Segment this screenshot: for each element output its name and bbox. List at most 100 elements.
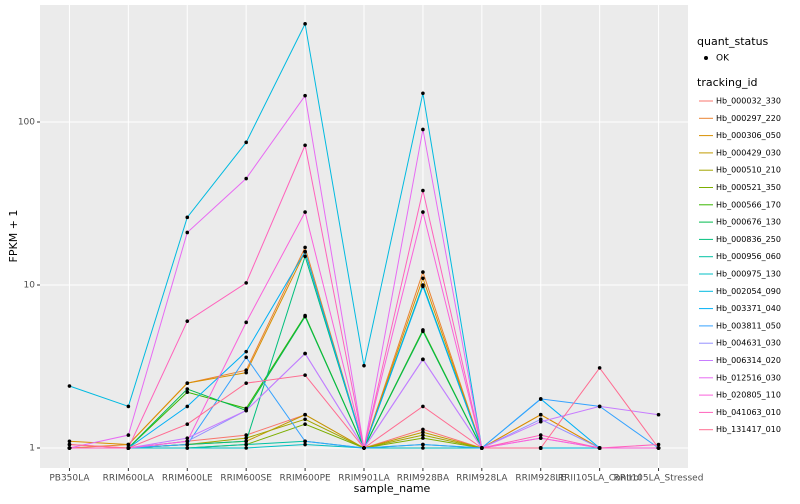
data-point (185, 404, 190, 409)
x-tick-label: RRIM928LA (456, 474, 508, 484)
data-point (185, 390, 190, 394)
data-point (185, 442, 190, 447)
data-point (126, 442, 131, 447)
data-point (303, 314, 307, 319)
data-point (244, 436, 248, 440)
data-point (185, 387, 190, 391)
data-point (538, 433, 543, 437)
data-point (656, 412, 661, 417)
data-point (244, 442, 248, 447)
data-point (244, 355, 248, 360)
data-point (303, 254, 307, 259)
data-point (597, 446, 602, 450)
data-point (244, 281, 248, 285)
data-point (244, 433, 248, 437)
legend-label: Hb_131417_010 (716, 425, 781, 434)
x-axis-title: sample_name (354, 482, 431, 495)
data-point (421, 329, 425, 334)
legend-title: tracking_id (697, 76, 758, 89)
data-point (303, 417, 307, 422)
data-point (421, 427, 425, 432)
data-point (421, 91, 425, 96)
data-point (303, 245, 307, 250)
data-point (185, 230, 190, 235)
data-point (303, 373, 307, 377)
legend-label: Hb_003371_040 (716, 304, 781, 313)
y-tick-label: 100 (18, 117, 35, 127)
legend-label: Hb_000836_250 (716, 235, 781, 244)
x-tick-label: RRII105LA_Stressed (614, 474, 704, 484)
data-point (421, 270, 425, 274)
legend-point (704, 56, 708, 60)
x-tick-label: RRIM600PE (279, 474, 331, 484)
data-point (244, 140, 248, 145)
data-point (303, 93, 307, 98)
legend-label: Hb_041063_010 (716, 408, 781, 417)
data-point (185, 439, 190, 444)
data-point (185, 436, 190, 440)
x-tick-label: RRIM928LE (515, 474, 566, 484)
legend-label: Hb_000032_330 (716, 97, 781, 106)
legend-label: OK (716, 54, 730, 64)
legend-label: Hb_004631_030 (716, 339, 781, 348)
legend-label: Hb_006314_020 (716, 356, 781, 365)
legend-label: Hb_000297_220 (716, 114, 781, 123)
legend-label: Hb_003811_050 (716, 321, 781, 330)
data-point (421, 442, 425, 447)
data-point (421, 276, 425, 281)
data-point (480, 446, 484, 450)
data-point (303, 249, 307, 254)
x-tick-label: RRIM600LE (162, 474, 213, 484)
data-point (597, 366, 602, 370)
data-point (244, 381, 248, 385)
data-point (303, 439, 307, 444)
y-tick-label: 10 (24, 280, 36, 290)
data-point (538, 397, 543, 401)
data-point (126, 404, 131, 409)
data-point (303, 22, 307, 26)
legend-label: Hb_000306_050 (716, 131, 781, 140)
legend-label: Hb_000975_130 (716, 270, 781, 279)
legend-label: Hb_002054_090 (716, 287, 781, 296)
data-point (126, 446, 131, 450)
data-point (244, 446, 248, 450)
legend-label: Hb_000566_170 (716, 200, 781, 209)
data-point (421, 404, 425, 409)
data-point (185, 215, 190, 220)
legend-label: Hb_000676_130 (716, 218, 781, 227)
data-point (303, 210, 307, 214)
x-tick-label: RRIM928BA (397, 474, 450, 484)
data-point (421, 433, 425, 437)
data-point (244, 439, 248, 444)
data-point (538, 436, 543, 440)
data-point (303, 442, 307, 447)
data-point (421, 210, 425, 214)
legend-label: Hb_000521_350 (716, 183, 781, 192)
data-point (126, 433, 131, 437)
data-point (67, 384, 72, 388)
data-point (656, 442, 661, 447)
x-tick-label: RRIM901LA (338, 474, 390, 484)
data-point (244, 320, 248, 325)
data-point (421, 430, 425, 435)
data-point (303, 422, 307, 426)
legend-label: Hb_000510_210 (716, 166, 781, 175)
data-point (538, 446, 543, 450)
legend-title: quant_status (697, 35, 769, 48)
data-point (303, 351, 307, 356)
data-point (421, 284, 425, 289)
data-point (67, 442, 72, 447)
data-point (185, 319, 190, 323)
x-tick-label: RRIM600LA (103, 474, 155, 484)
data-point (67, 439, 72, 444)
data-point (244, 370, 248, 375)
x-tick-label: PB350LA (49, 474, 90, 484)
data-point (244, 176, 248, 181)
data-point (538, 412, 543, 417)
data-point (421, 357, 425, 362)
y-tick-label: 1 (29, 444, 35, 454)
data-point (185, 446, 190, 450)
data-point (67, 446, 72, 450)
data-point (421, 436, 425, 440)
